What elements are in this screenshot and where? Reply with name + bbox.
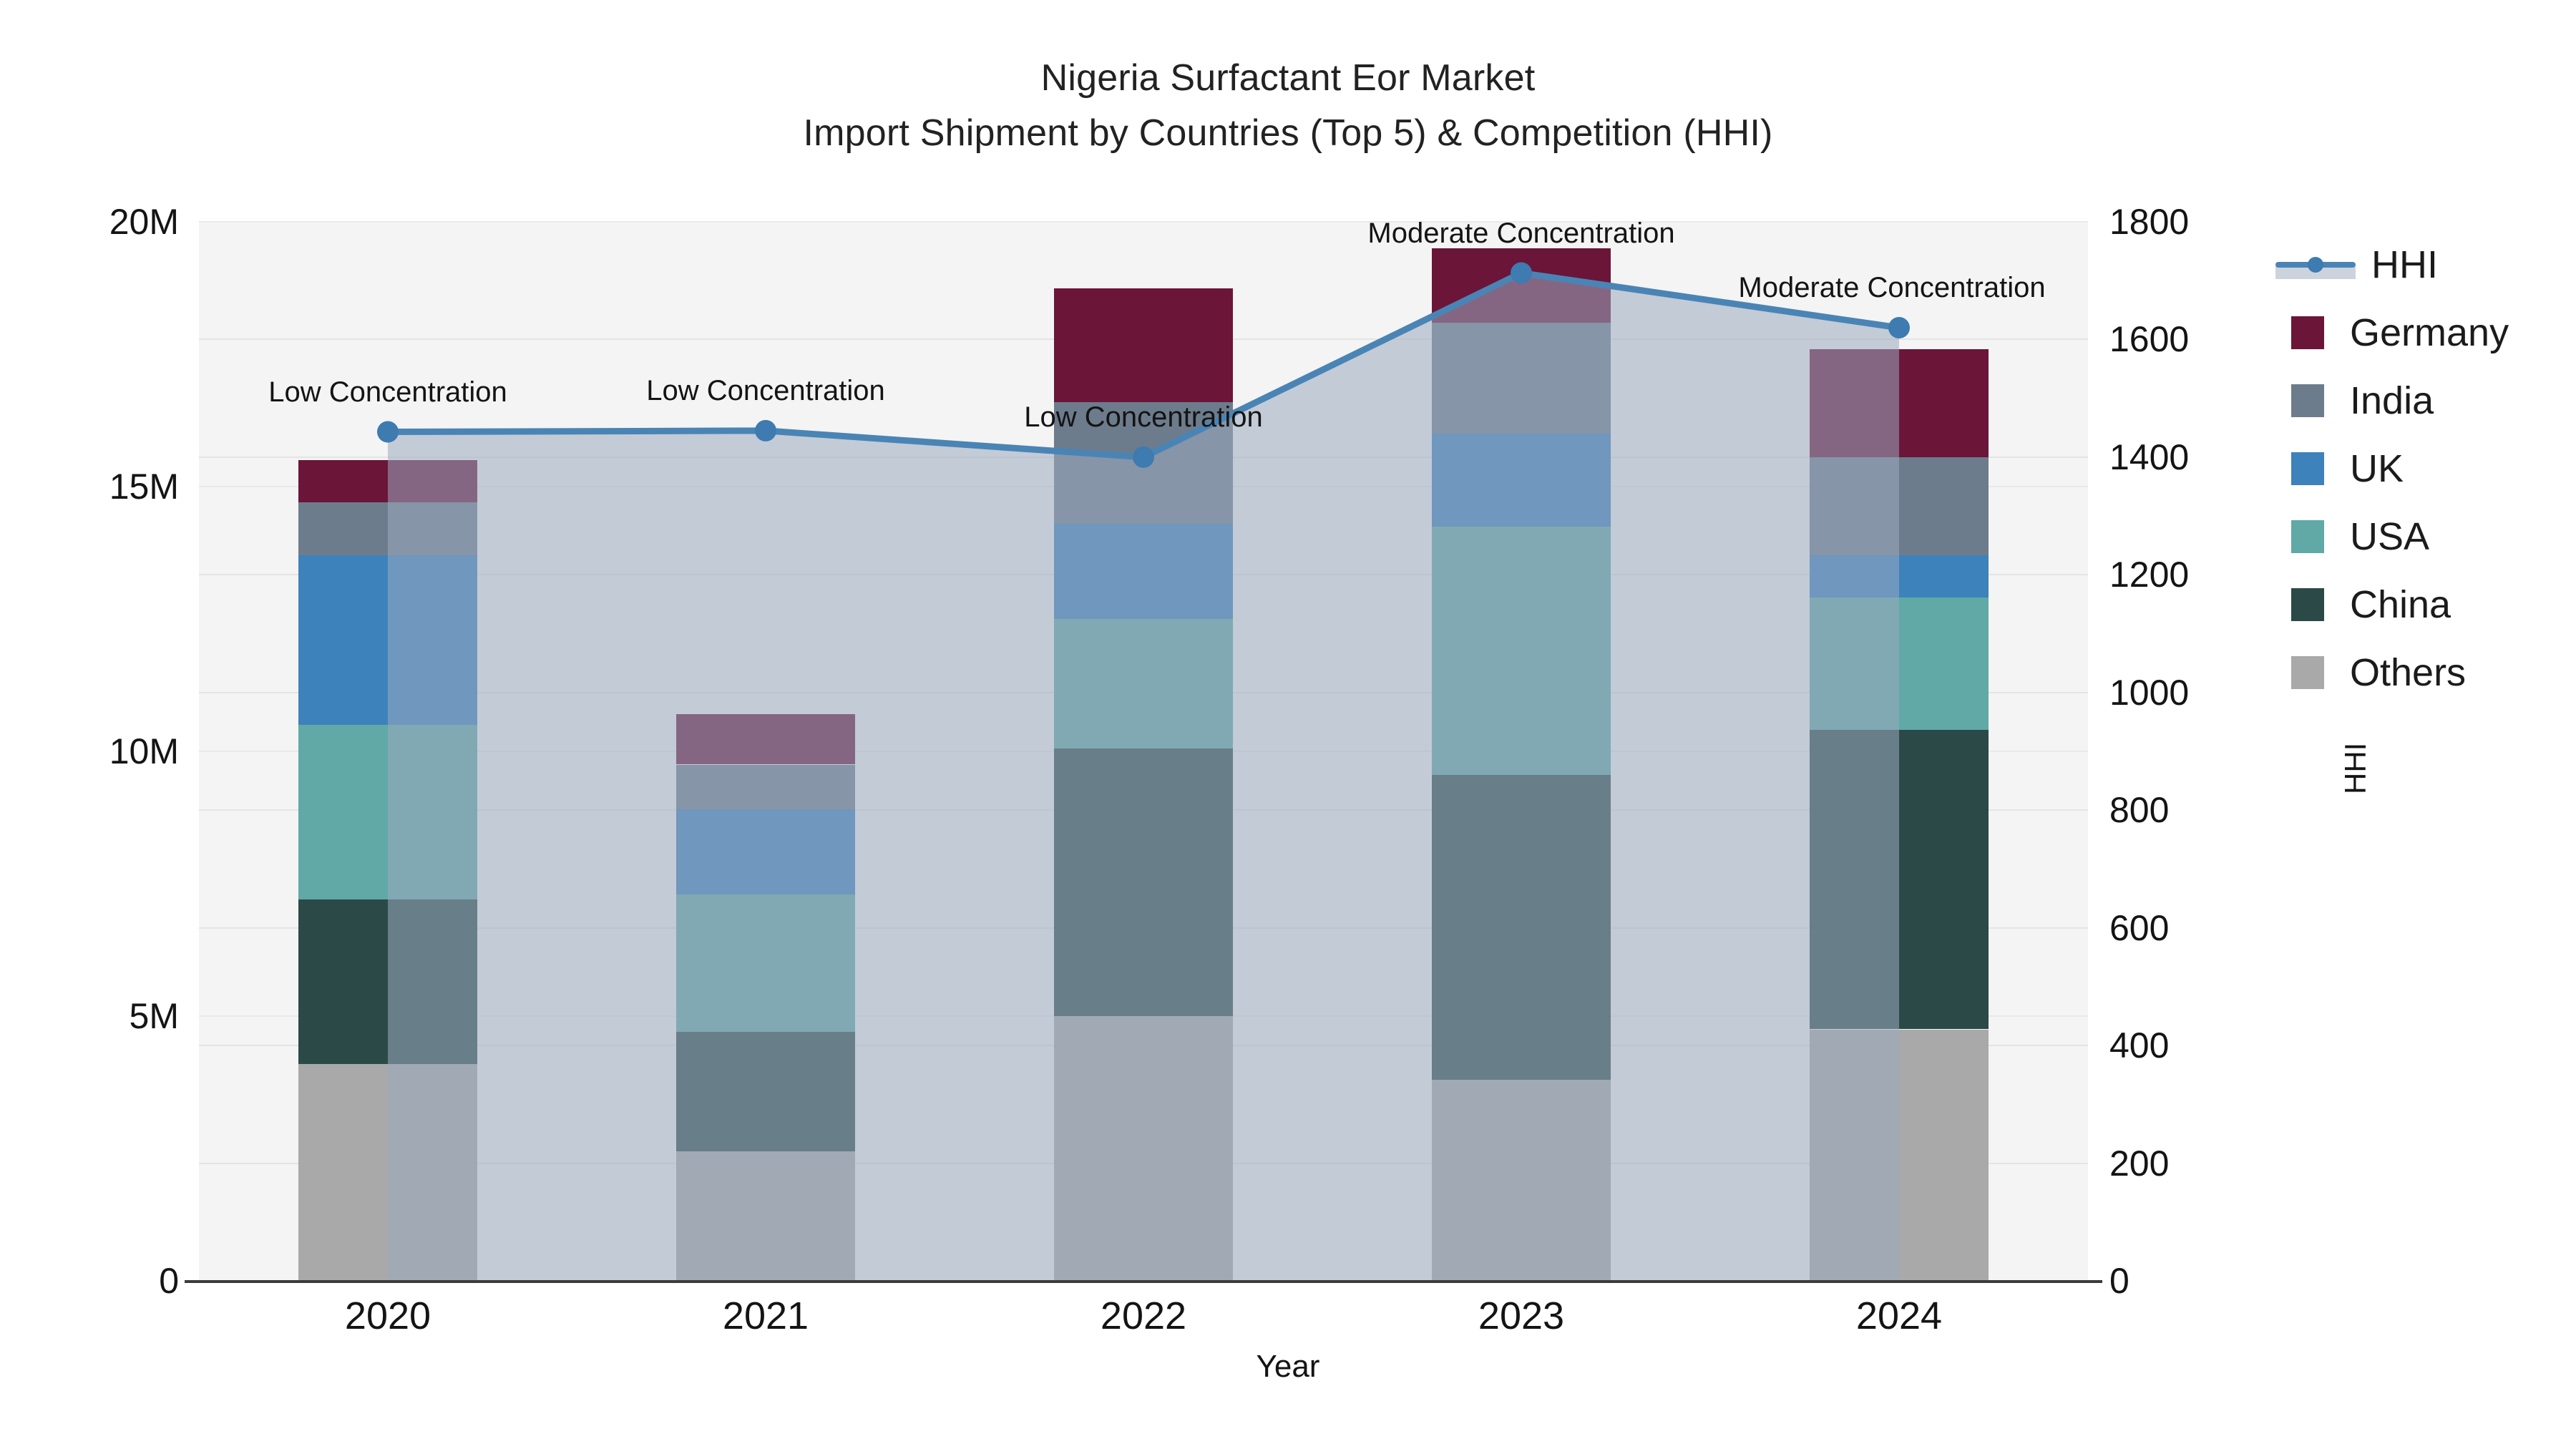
legend-item-usa[interactable]: USA (2275, 502, 2576, 570)
bar-segment-india-2020[interactable] (298, 502, 477, 556)
legend-item-uk[interactable]: UK (2275, 434, 2576, 502)
bar-segment-germany-2023[interactable] (1432, 248, 1611, 323)
legend-item-china[interactable]: China (2275, 570, 2576, 638)
legend-line-icon (2275, 248, 2356, 281)
legend-swatch-others (2291, 655, 2324, 689)
bar-group-2023[interactable] (1432, 222, 1611, 1281)
bar-segment-uk-2021[interactable] (676, 809, 855, 894)
bar-segment-india-2023[interactable] (1432, 322, 1611, 434)
bar-segment-uk-2024[interactable] (1810, 555, 1989, 598)
bar-segment-china-2024[interactable] (1810, 730, 1989, 1030)
y-axis-right-tick-label: 1200 (2109, 555, 2190, 595)
axis-tick (2088, 1281, 2102, 1283)
y-axis-right-tick-label: 1800 (2109, 202, 2190, 242)
legend-item-india[interactable]: India (2275, 366, 2576, 434)
x-axis-tick-label-2023: 2023 (1478, 1294, 1565, 1337)
legend-item-germany[interactable]: Germany (2275, 298, 2576, 366)
legend-label: China (2350, 582, 2451, 626)
bar-segment-germany-2022[interactable] (1054, 288, 1233, 402)
bar-segment-uk-2022[interactable] (1054, 523, 1233, 619)
legend-label: HHI (2371, 243, 2438, 286)
x-axis-tick-label-2024: 2024 (1855, 1294, 1943, 1337)
legend-item-others[interactable]: Others (2275, 638, 2576, 706)
legend-area-band (2275, 265, 2356, 279)
x-axis-title: Year (1256, 1349, 1320, 1384)
chart-title-line-2: Import Shipment by Countries (Top 5) & C… (803, 112, 1773, 155)
y-axis-right-tick-label: 400 (2109, 1025, 2170, 1066)
legend-swatch-germany (2291, 316, 2324, 349)
bar-segment-uk-2023[interactable] (1432, 434, 1611, 527)
annotation-2024: Moderate Concentration (1738, 272, 2046, 303)
y-axis-right-tick-label: 200 (2109, 1143, 2170, 1184)
bar-segment-china-2022[interactable] (1054, 748, 1233, 1016)
legend-label: India (2350, 379, 2434, 422)
legend-swatch-china (2291, 587, 2324, 621)
annotation-2020: Low Concentration (268, 376, 507, 408)
bar-segment-others-2020[interactable] (298, 1063, 477, 1281)
bar-segment-china-2023[interactable] (1432, 775, 1611, 1080)
y-axis-left-tick-label: 5M (129, 996, 179, 1036)
bar-segment-uk-2020[interactable] (298, 555, 477, 725)
y-axis-left-tick-label: 0 (159, 1261, 179, 1301)
y-axis-left-tick-label: 15M (109, 467, 179, 507)
legend-swatch-usa (2291, 519, 2324, 553)
legend-label: Others (2350, 650, 2467, 694)
y-axis-right-tick-label: 800 (2109, 790, 2170, 831)
bar-segment-usa-2023[interactable] (1432, 526, 1611, 776)
bar-segment-usa-2020[interactable] (298, 725, 477, 900)
legend-label: UK (2350, 447, 2404, 490)
legend-line-dot (2308, 256, 2323, 273)
bar-segment-germany-2024[interactable] (1810, 348, 1989, 458)
y-axis-right-tick-label: 1400 (2109, 436, 2190, 477)
bar-segment-others-2021[interactable] (676, 1151, 855, 1281)
bar-segment-others-2022[interactable] (1054, 1016, 1233, 1281)
bar-group-2022[interactable] (1054, 222, 1233, 1281)
legend-label: Germany (2350, 311, 2509, 354)
annotation-2021: Low Concentration (646, 374, 885, 406)
y-axis-right-tick-label: 1000 (2109, 672, 2190, 713)
legend-item-hhi[interactable]: HHI (2275, 230, 2576, 298)
chart-title: Nigeria Surfactant Eor Market Import Shi… (0, 56, 2576, 157)
y-axis-right-tick-label: 600 (2109, 907, 2170, 948)
y-axis-right-tick-label: 0 (2109, 1261, 2129, 1301)
legend-swatch-india (2291, 384, 2324, 417)
annotation-2022: Low Concentration (1024, 401, 1263, 433)
legend-swatch-uk (2291, 452, 2324, 485)
bar-segment-others-2023[interactable] (1432, 1079, 1611, 1281)
annotation-2023: Moderate Concentration (1367, 217, 1675, 249)
bar-segment-india-2021[interactable] (676, 764, 855, 810)
y-axis-right-title: HHI (2338, 742, 2372, 794)
x-axis-tick-label-2022: 2022 (1100, 1294, 1187, 1337)
y-axis-left-tick-label: 20M (109, 202, 179, 242)
bar-segment-china-2020[interactable] (298, 899, 477, 1064)
bar-segment-china-2021[interactable] (676, 1032, 855, 1151)
x-axis-line (185, 1280, 2102, 1283)
axis-tick (185, 1281, 199, 1283)
legend-label: USA (2350, 514, 2430, 558)
bar-segment-usa-2022[interactable] (1054, 619, 1233, 749)
x-axis-tick-label-2020: 2020 (344, 1294, 431, 1337)
bar-segment-usa-2021[interactable] (676, 894, 855, 1033)
bar-segment-germany-2021[interactable] (676, 714, 855, 765)
chart-title-line-1: Nigeria Surfactant Eor Market (1040, 57, 1536, 99)
y-axis-left-tick-label: 10M (109, 731, 179, 771)
bar-group-2024[interactable] (1810, 222, 1989, 1281)
x-axis-tick-label-2021: 2021 (722, 1294, 809, 1337)
y-axis-right-tick-label: 1600 (2109, 319, 2190, 360)
bar-segment-germany-2020[interactable] (298, 460, 477, 503)
bar-segment-others-2024[interactable] (1810, 1029, 1989, 1281)
legend: HHI Germany India UK USA China Others (2275, 230, 2576, 706)
bar-segment-usa-2024[interactable] (1810, 597, 1989, 731)
bar-segment-india-2024[interactable] (1810, 457, 1989, 556)
